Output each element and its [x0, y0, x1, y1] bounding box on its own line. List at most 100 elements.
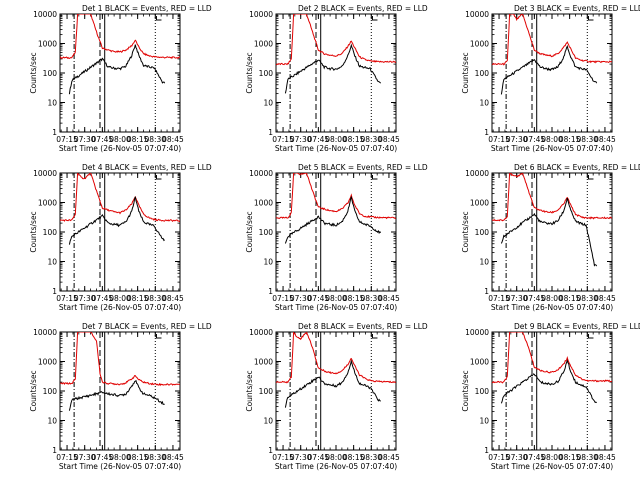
- x-tick-label: 07:15: [272, 135, 294, 144]
- panel-9: Det 9 BLACK = Events, RED = LLD 1 10 100 100…: [461, 322, 640, 471]
- plot-frame: [275, 331, 397, 451]
- x-tick-label: 07:45: [308, 453, 330, 462]
- x-tick-label: 08:45: [378, 294, 400, 303]
- x-axis-label: Start Time (26-Nov-05 07:07:40): [59, 144, 181, 153]
- bracket-mark: [371, 334, 378, 339]
- series-events-line: [284, 43, 382, 94]
- y-tick-label: 10: [479, 99, 489, 108]
- x-tick-label: 08:45: [378, 135, 400, 144]
- x-tick-label: 07:15: [56, 135, 78, 144]
- y-tick-label: 100: [259, 387, 274, 396]
- x-tick-label: 07:45: [524, 294, 546, 303]
- series-lld-line: [492, 173, 612, 222]
- x-tick-label: 08:45: [162, 453, 184, 462]
- x-tick-label: 08:00: [109, 294, 131, 303]
- x-tick-label: 07:45: [92, 453, 114, 462]
- y-tick-label: 100: [259, 228, 274, 237]
- plot-frame: [491, 172, 613, 292]
- y-tick-label: 1: [484, 446, 489, 455]
- y-axis-label: Counts/sec: [245, 370, 254, 411]
- x-tick-label: 07:15: [488, 294, 510, 303]
- y-axis-label: Counts/sec: [461, 52, 470, 93]
- x-axis-label: Start Time (26-Nov-05 07:07:40): [275, 303, 397, 312]
- series-lld-line: [276, 332, 396, 384]
- series-lld-line: [60, 14, 180, 60]
- y-tick-label: 1000: [38, 358, 57, 367]
- x-tick-label: 08:00: [541, 453, 563, 462]
- x-axis-label: Start Time (26-Nov-05 07:07:40): [275, 144, 397, 153]
- panel-7: Det 7 BLACK = Events, RED = LLD 1 10 100 100…: [29, 322, 212, 471]
- x-axis-label: Start Time (26-Nov-05 07:07:40): [491, 303, 613, 312]
- x-tick-label: 08:15: [127, 294, 149, 303]
- panel-4: Det 4 BLACK = Events, RED = LLD 1 10 100 100…: [29, 163, 212, 312]
- panel-2: Det 2 BLACK = Events, RED = LLD 1 10 100 100…: [245, 4, 428, 153]
- x-tick-label: 08:45: [594, 453, 616, 462]
- x-tick-label: 07:15: [56, 453, 78, 462]
- plot-frame: [491, 13, 613, 133]
- panel-title: Det 4 BLACK = Events, RED = LLD: [82, 163, 212, 172]
- x-tick-label: 08:30: [576, 453, 598, 462]
- y-tick-label: 1: [484, 128, 489, 137]
- series-events-line: [68, 44, 166, 95]
- x-axis-label: Start Time (26-Nov-05 07:07:40): [491, 462, 613, 471]
- y-axis-label: Counts/sec: [461, 370, 470, 411]
- y-tick-label: 10000: [249, 169, 273, 178]
- panel-3: Det 3 BLACK = Events, RED = LLD 1 10 100 100…: [461, 4, 640, 153]
- y-tick-label: 1: [484, 287, 489, 296]
- y-tick-label: 1000: [470, 40, 489, 49]
- y-tick-label: 10: [47, 417, 57, 426]
- y-tick-label: 100: [43, 387, 58, 396]
- x-tick-label: 07:45: [92, 135, 114, 144]
- plot-frame: [59, 331, 181, 451]
- panel-title: Det 1 BLACK = Events, RED = LLD: [82, 4, 212, 13]
- bracket-mark: [371, 175, 378, 180]
- y-tick-label: 1: [268, 128, 273, 137]
- x-tick-label: 08:30: [576, 135, 598, 144]
- x-tick-label: 08:30: [576, 294, 598, 303]
- bracket-mark: [587, 175, 594, 180]
- x-tick-label: 08:15: [127, 135, 149, 144]
- y-tick-label: 10000: [249, 10, 273, 19]
- series-lld-line: [492, 14, 612, 66]
- x-tick-label: 08:30: [360, 294, 382, 303]
- y-tick-label: 1: [268, 287, 273, 296]
- x-tick-label: 08:45: [594, 135, 616, 144]
- y-tick-label: 1: [52, 287, 57, 296]
- y-tick-label: 100: [259, 69, 274, 78]
- y-tick-label: 10: [263, 417, 273, 426]
- series-lld-line: [276, 173, 396, 220]
- series-lld-line: [276, 14, 396, 66]
- x-tick-label: 07:30: [506, 453, 528, 462]
- x-tick-label: 08:15: [343, 294, 365, 303]
- series-events-line: [284, 196, 382, 244]
- x-tick-label: 08:00: [109, 135, 131, 144]
- bracket-mark: [155, 175, 162, 180]
- x-tick-label: 08:15: [127, 453, 149, 462]
- panel-1: Det 1 BLACK = Events, RED = LLD 1 10 100 100…: [29, 4, 212, 153]
- panel-title: Det 3 BLACK = Events, RED = LLD: [514, 4, 640, 13]
- series-events-line: [500, 44, 598, 95]
- series-lld-line: [60, 173, 180, 223]
- x-tick-label: 07:30: [74, 453, 96, 462]
- x-tick-label: 08:30: [144, 135, 166, 144]
- y-axis-label: Counts/sec: [245, 211, 254, 252]
- y-tick-label: 10000: [33, 169, 57, 178]
- y-tick-label: 10000: [249, 328, 273, 337]
- y-tick-label: 1: [52, 128, 57, 137]
- series-lld-line: [60, 332, 180, 387]
- x-tick-label: 07:30: [506, 135, 528, 144]
- panel-title: Det 8 BLACK = Events, RED = LLD: [298, 322, 428, 331]
- bracket-mark: [371, 16, 378, 21]
- x-tick-label: 08:00: [541, 294, 563, 303]
- x-tick-label: 08:45: [378, 453, 400, 462]
- series-events-line: [500, 197, 598, 267]
- x-tick-label: 07:15: [488, 135, 510, 144]
- y-tick-label: 100: [475, 69, 490, 78]
- y-tick-label: 1000: [470, 199, 489, 208]
- y-tick-label: 1: [268, 446, 273, 455]
- x-tick-label: 08:45: [594, 294, 616, 303]
- series-events-line: [68, 379, 165, 411]
- x-tick-label: 08:15: [343, 135, 365, 144]
- y-tick-label: 100: [43, 69, 58, 78]
